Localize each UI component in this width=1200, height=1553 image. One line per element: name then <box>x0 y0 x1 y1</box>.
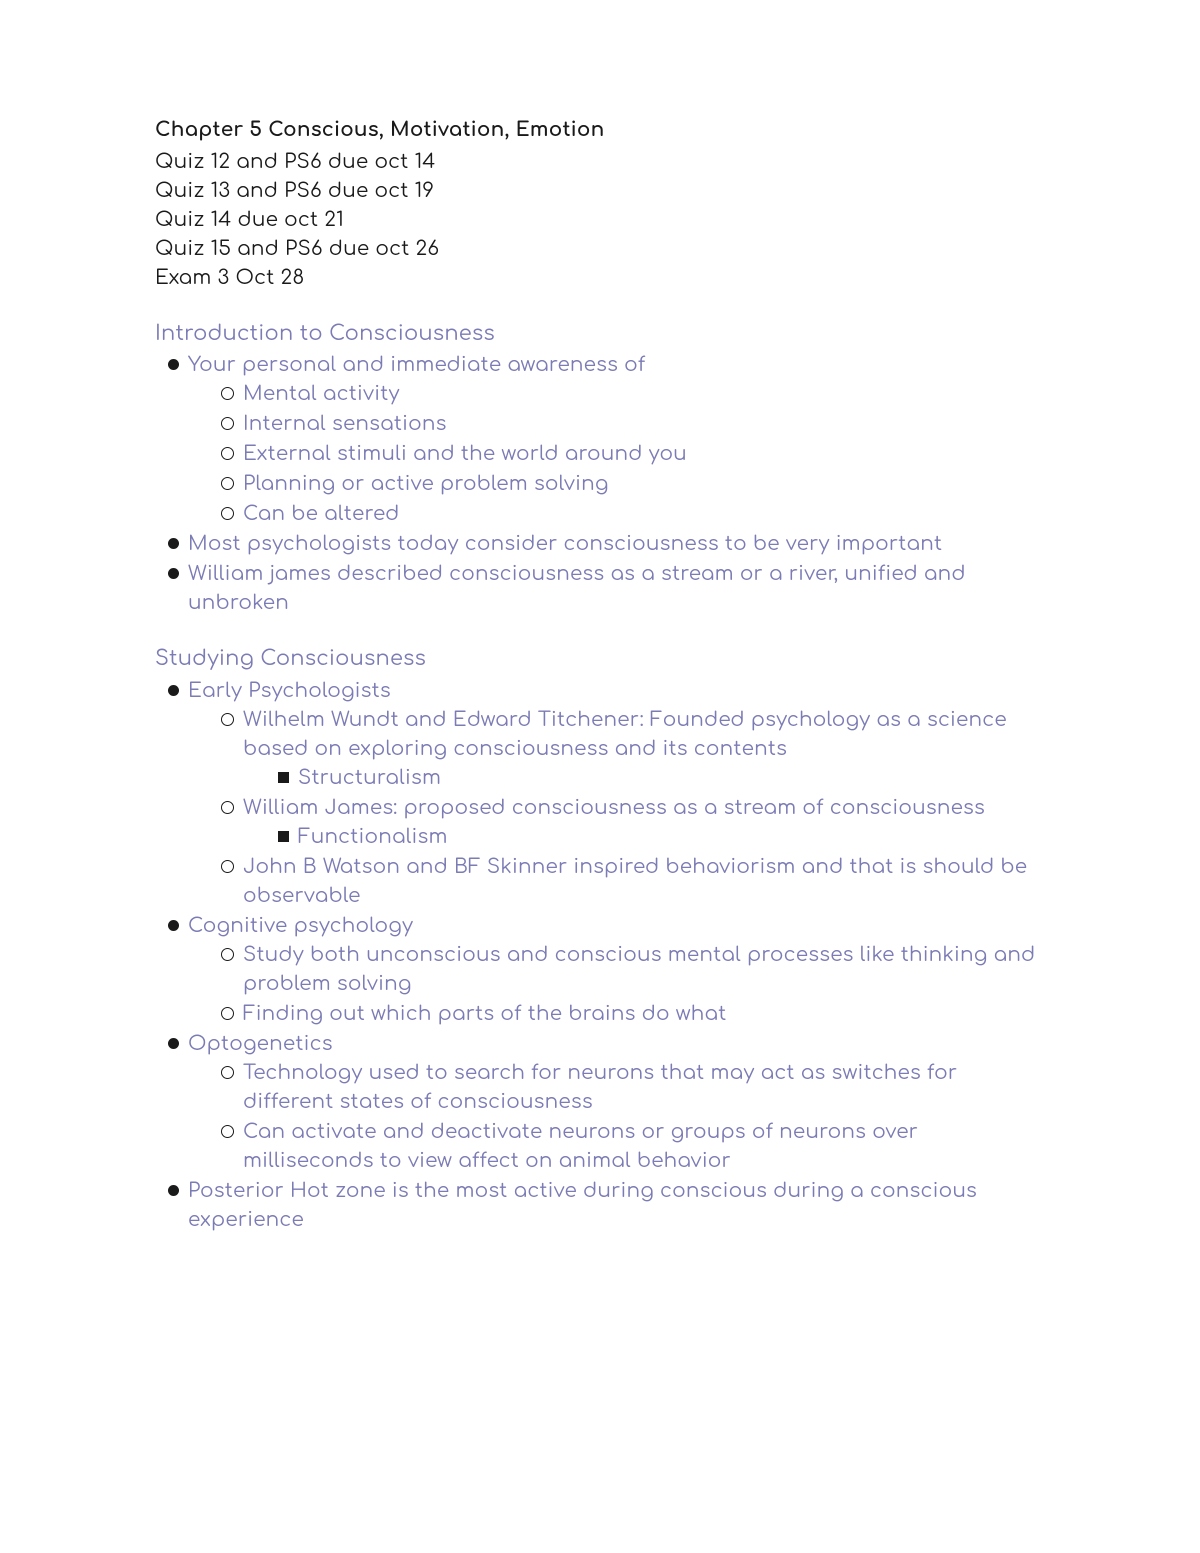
list-item-text: Mental activity <box>243 382 400 405</box>
due-line: Quiz 15 and PS6 due oct 26 <box>155 234 1045 263</box>
list-item: William James: proposed consciousness as… <box>243 793 1045 851</box>
list-item-text: Optogenetics <box>188 1032 333 1055</box>
list-item: Planning or active problem solving <box>243 469 1045 498</box>
list-item-text: Cognitive psychology <box>188 914 413 937</box>
outline-list: Your personal and immediate awareness of… <box>155 350 1045 617</box>
outline-sublist: Wilhelm Wundt and Edward Titchener: Foun… <box>188 705 1045 910</box>
list-item: Your personal and immediate awareness of… <box>188 350 1045 528</box>
list-item: John B Watson and BF Skinner inspired be… <box>243 852 1045 910</box>
list-item: Most psychologists today consider consci… <box>188 529 1045 558</box>
list-item-text: Early Psychologists <box>188 679 391 702</box>
list-item-text: Most psychologists today consider consci… <box>188 532 942 555</box>
list-item: William james described consciousness as… <box>188 559 1045 617</box>
list-item: Study both unconscious and conscious men… <box>243 940 1045 998</box>
list-item-text: Finding out which parts of the brains do… <box>243 1002 727 1025</box>
list-item: Optogenetics Technology used to search f… <box>188 1029 1045 1175</box>
outline-sublist: Mental activity Internal sensations Exte… <box>188 379 1045 528</box>
list-item-text: Planning or active problem solving <box>243 472 609 495</box>
list-item: Can be altered <box>243 499 1045 528</box>
list-item-text: Can be altered <box>243 502 399 525</box>
list-item: Internal sensations <box>243 409 1045 438</box>
outline-subsublist: Functionalism <box>243 822 1045 851</box>
list-item: Structuralism <box>298 763 1045 792</box>
list-item-text: Internal sensations <box>243 412 447 435</box>
list-item-text: Technology used to search for neurons th… <box>243 1061 957 1113</box>
list-item: Technology used to search for neurons th… <box>243 1058 1045 1116</box>
due-line: Quiz 12 and PS6 due oct 14 <box>155 147 1045 176</box>
list-item: Finding out which parts of the brains do… <box>243 999 1045 1028</box>
list-item-text: External stimuli and the world around yo… <box>243 442 687 465</box>
list-item-text: Structuralism <box>298 766 441 789</box>
outline-list: Early Psychologists Wilhelm Wundt and Ed… <box>155 676 1045 1234</box>
outline-sublist: Study both unconscious and conscious men… <box>188 940 1045 1028</box>
due-line: Quiz 13 and PS6 due oct 19 <box>155 176 1045 205</box>
page-title: Chapter 5 Conscious, Motivation, Emotion <box>155 115 1045 144</box>
list-item: Posterior Hot zone is the most active du… <box>188 1176 1045 1234</box>
list-item-text: William james described consciousness as… <box>188 562 966 614</box>
due-dates-block: Quiz 12 and PS6 due oct 14 Quiz 13 and P… <box>155 147 1045 292</box>
list-item-text: William James: proposed consciousness as… <box>243 796 985 819</box>
list-item-text: Wilhelm Wundt and Edward Titchener: Foun… <box>243 708 1007 760</box>
list-item: External stimuli and the world around yo… <box>243 439 1045 468</box>
due-line: Quiz 14 due oct 21 <box>155 205 1045 234</box>
list-item-text: Study both unconscious and conscious men… <box>243 943 1035 995</box>
list-item: Cognitive psychology Study both unconsci… <box>188 911 1045 1028</box>
section-heading: Introduction to Consciousness <box>155 318 1045 348</box>
outline-subsublist: Structuralism <box>243 763 1045 792</box>
list-item: Functionalism <box>298 822 1045 851</box>
list-item-text: Your personal and immediate awareness of <box>188 353 645 376</box>
list-item: Can activate and deactivate neurons or g… <box>243 1117 1045 1175</box>
list-item: Wilhelm Wundt and Edward Titchener: Foun… <box>243 705 1045 792</box>
list-item-text: John B Watson and BF Skinner inspired be… <box>243 855 1027 907</box>
due-line: Exam 3 Oct 28 <box>155 263 1045 292</box>
list-item-text: Can activate and deactivate neurons or g… <box>243 1120 918 1172</box>
outline-sublist: Technology used to search for neurons th… <box>188 1058 1045 1175</box>
list-item-text: Functionalism <box>298 825 448 848</box>
list-item-text: Posterior Hot zone is the most active du… <box>188 1179 977 1231</box>
list-item: Early Psychologists Wilhelm Wundt and Ed… <box>188 676 1045 910</box>
list-item: Mental activity <box>243 379 1045 408</box>
section-heading: Studying Consciousness <box>155 643 1045 673</box>
